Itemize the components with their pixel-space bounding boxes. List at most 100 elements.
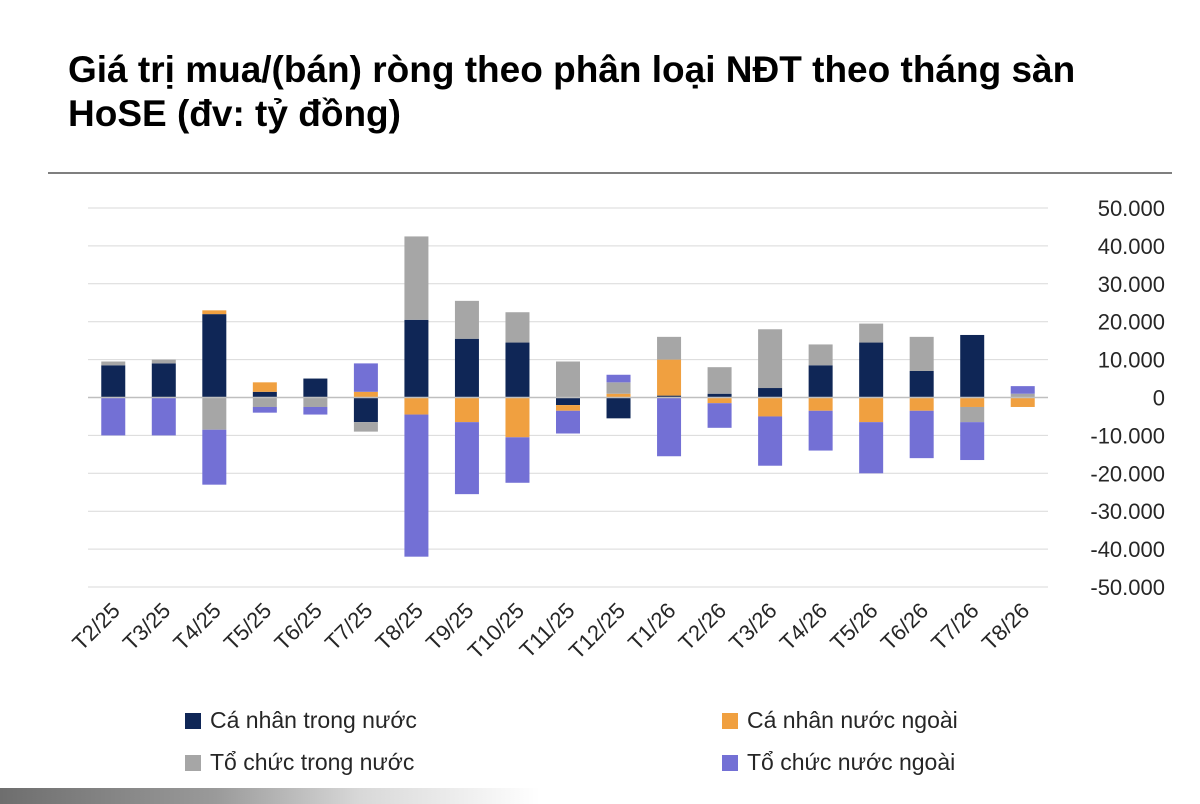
bar-segment [808,410,833,451]
bar-segment [151,363,176,398]
bar-segment [657,397,682,457]
bar-segment [505,342,530,398]
bar-segment [252,391,277,398]
bar-segment [606,397,631,419]
bar-segment [252,397,277,407]
bar-segment [101,365,126,398]
x-tick-label: T5/26 [825,598,882,655]
bar-segment [404,236,429,320]
bar-segment [808,397,833,411]
bar-segment [353,391,378,398]
top-divider [48,172,1172,174]
y-tick-label: 30.000 [1098,272,1165,297]
y-tick-label: 40.000 [1098,234,1165,259]
bar-segment [1010,386,1035,394]
bar-segment [960,334,985,398]
bar-segment [909,410,934,459]
y-tick-label: -30.000 [1090,499,1165,524]
bar-segment [353,363,378,392]
bar-segment [303,378,328,398]
y-tick-label: -40.000 [1090,537,1165,562]
bar-segment [808,344,833,366]
bar-segment [303,406,328,415]
bar-segment [606,393,631,398]
chart-title: Giá trị mua/(bán) ròng theo phân loại NĐ… [68,49,1076,134]
x-tick-label: T8/25 [370,598,427,655]
bar-segment [202,314,227,398]
bar-segment [1010,397,1035,407]
bar-segment [252,406,277,413]
bar-segment [657,359,682,396]
x-tick-label: T5/25 [219,598,276,655]
y-tick-label: 20.000 [1098,310,1165,335]
bar-segment [707,367,732,394]
x-tick-label: T7/26 [926,598,983,655]
bar-segment [556,397,580,406]
bar-segment [960,422,985,461]
bar-segment [404,319,429,398]
bar-segment [859,342,884,398]
x-tick-label: T3/26 [724,598,781,655]
bar-segment [404,397,429,415]
bar-segment [101,397,126,436]
x-tick-label: T7/25 [320,598,377,655]
x-tick-label: T4/25 [168,598,225,655]
bar-segment [303,397,328,407]
bar-segment [101,361,126,366]
bottom-shadow [0,788,1200,804]
bar-segment [454,397,479,423]
bar-segment [556,405,580,411]
bar-segment [454,422,479,495]
bar-segment [859,397,884,423]
bar-segment [556,361,580,398]
bar-segment [505,437,530,483]
bar-segment [859,323,884,343]
bar-segment [657,336,682,360]
bar-segment [960,406,985,423]
bar-segment [657,395,682,398]
bar-segment [505,397,530,438]
bar-segment [606,374,631,383]
y-axis-ticks: 50.000 40.000 30.000 20.000 10.000 0 -10.000 -2… [1090,196,1165,600]
x-tick-label: T10/25 [463,598,529,664]
bar-segment [758,416,783,466]
bar-segment [252,382,277,392]
bar-segment [758,329,783,389]
bar-segment [707,397,732,404]
bar-segment [353,422,378,432]
bar-segment [353,397,378,423]
bar-segment [758,388,783,398]
bars [101,236,1035,557]
x-tick-label: T6/25 [269,598,326,655]
bar-segment [151,397,176,436]
bar-segment [758,397,783,417]
y-tick-label: 0 [1153,386,1165,411]
bar-segment [909,370,934,398]
bar-segment [707,403,732,428]
bar-segment [909,336,934,371]
y-tick-label: 10.000 [1098,348,1165,373]
y-tick-label: 50.000 [1098,196,1165,221]
y-tick-label: -10.000 [1090,423,1165,448]
x-tick-label: T6/26 [876,598,933,655]
y-tick-label: -50.000 [1090,575,1165,600]
x-tick-label: T12/25 [564,598,630,664]
bar-segment [454,338,479,398]
bar-segment [404,414,429,557]
x-tick-label: T2/26 [674,598,731,655]
bar-segment [556,410,580,434]
bar-segment [909,397,934,411]
bar-segment [505,312,530,343]
x-axis-ticks: T2/25T3/25T4/25T5/25T6/25T7/25T8/25T9/25… [67,598,1034,664]
bar-segment [606,382,631,394]
bar-segment [454,300,479,339]
bar-segment [151,359,176,364]
bar-segment [707,393,732,398]
gridlines [88,207,1048,588]
x-tick-label: T4/26 [775,598,832,655]
bar-segment [859,422,884,474]
bar-segment [1010,393,1035,398]
bar-segment [808,365,833,398]
x-tick-label: T8/26 [977,598,1034,655]
